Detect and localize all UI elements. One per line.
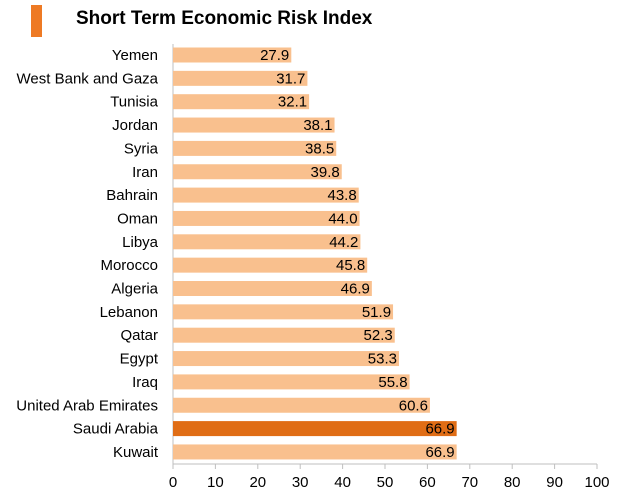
x-tick-label: 10 [207,474,224,491]
bar [173,164,342,180]
bar [173,47,292,63]
value-label: 43.8 [328,187,357,204]
value-label: 38.1 [303,117,332,134]
title-accent-bar [31,5,42,37]
category-label: Saudi Arabia [73,421,159,438]
value-label: 44.2 [329,234,358,251]
bar [173,304,394,320]
value-label: 44.0 [328,210,357,227]
value-label: 27.9 [260,47,289,64]
bar [173,70,308,86]
bar [173,234,361,250]
category-label: Iraq [132,374,158,391]
value-label: 66.9 [425,421,454,438]
x-tick-label: 40 [334,474,351,491]
category-label: Algeria [111,281,158,298]
category-label: Oman [117,210,158,227]
category-label: Lebanon [100,304,158,321]
category-label: Morocco [100,257,158,274]
value-label: 60.6 [399,397,428,414]
value-label: 32.1 [278,94,307,111]
x-tick-label: 50 [377,474,394,491]
value-label: 46.9 [341,281,370,298]
value-label: 53.3 [368,351,397,368]
bar [173,444,457,460]
bar [173,257,368,273]
value-label: 52.3 [364,327,393,344]
x-tick-label: 20 [249,474,266,491]
x-tick-label: 90 [546,474,563,491]
category-label: Iran [132,164,158,181]
bar [173,397,430,413]
bar [173,94,310,110]
bar [173,187,359,203]
bar [173,140,337,156]
bar [173,281,372,296]
category-label: West Bank and Gaza [17,70,159,87]
bar-highlight [173,421,457,437]
value-label: 51.9 [362,304,391,321]
category-label: Kuwait [113,444,159,461]
category-label: Qatar [120,327,158,344]
x-tick-label: 60 [419,474,436,491]
x-tick-label: 100 [584,474,609,491]
x-tick-label: 0 [169,474,177,491]
category-label: Egypt [120,351,159,368]
category-label: Bahrain [106,187,158,204]
value-label: 31.7 [276,70,305,87]
bar [173,351,399,367]
x-tick-label: 30 [292,474,309,491]
value-label: 38.5 [305,140,334,157]
category-label: United Arab Emirates [16,397,158,414]
bar [173,210,360,226]
category-label: Syria [124,140,159,157]
category-label: Tunisia [110,94,158,111]
bar [173,117,335,133]
value-label: 39.8 [311,164,340,181]
category-label: Jordan [112,117,158,134]
x-tick-label: 80 [504,474,521,491]
value-label: 66.9 [425,444,454,461]
category-label: Libya [122,234,159,251]
category-label: Yemen [112,47,158,64]
value-label: 55.8 [378,374,407,391]
bar [173,327,395,343]
x-tick-label: 70 [461,474,478,491]
chart-title: Short Term Economic Risk Index [76,8,373,29]
value-label: 45.8 [336,257,365,274]
bar [173,374,410,390]
